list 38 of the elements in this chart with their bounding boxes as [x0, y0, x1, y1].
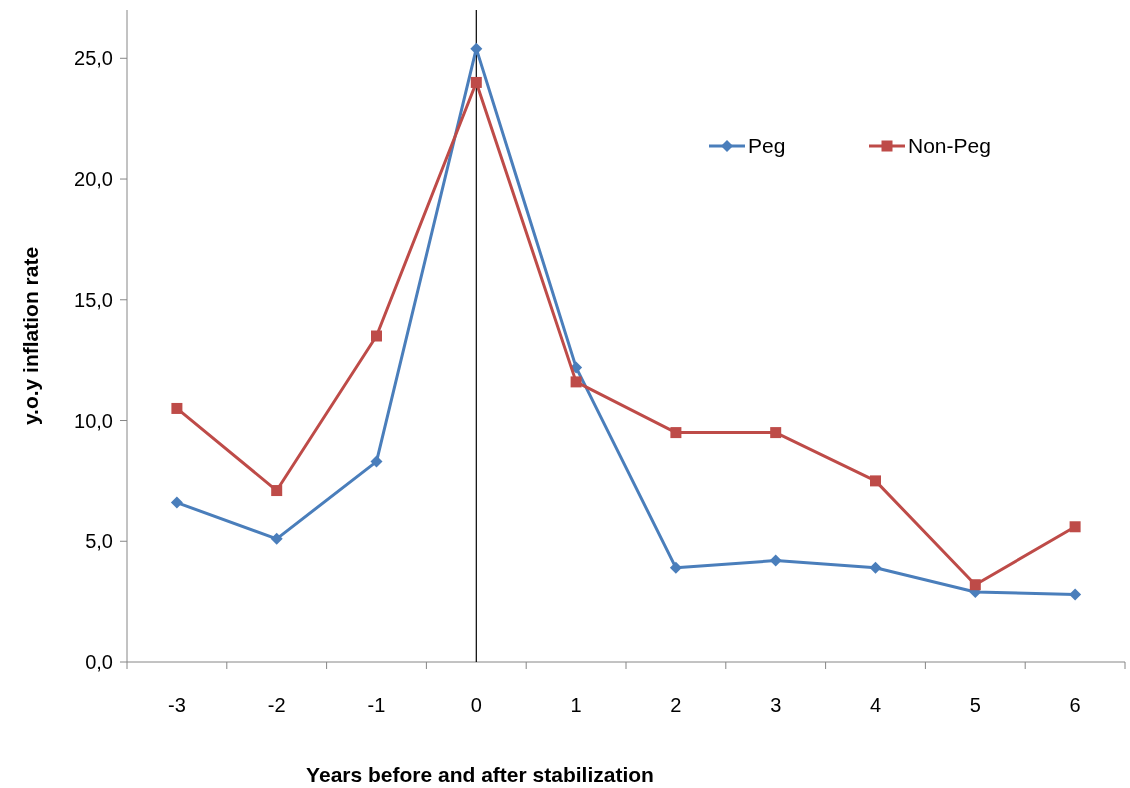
x-tick-label: 3 [770, 694, 782, 716]
y-axis-title: y.o.y inflation rate [19, 246, 42, 426]
x-tick-label: 1 [570, 694, 582, 716]
x-tick-label: 4 [869, 694, 882, 716]
point [870, 475, 881, 487]
y-tick-label: 5,0 [85, 530, 113, 553]
y-tick-label: 0,0 [85, 651, 113, 673]
point [669, 561, 682, 574]
legend-label: Peg [748, 134, 786, 158]
x-tick-label: 6 [1069, 694, 1081, 716]
point [869, 561, 882, 574]
point [670, 427, 682, 439]
point [371, 330, 382, 342]
point [171, 402, 183, 414]
point [770, 427, 782, 439]
legend-label: Non-Peg [908, 134, 991, 158]
point [1069, 588, 1082, 601]
point [769, 554, 782, 567]
point [470, 42, 483, 55]
y-tick-label: 10,0 [74, 409, 113, 432]
point [270, 532, 283, 545]
x-tick-label: 0 [470, 694, 482, 716]
point [570, 376, 582, 388]
point [271, 485, 283, 497]
y-tick-label: 20,0 [74, 168, 113, 191]
x-tick-label: -1 [367, 694, 386, 716]
x-tick-label: 5 [969, 694, 981, 716]
x-tick-label: -2 [267, 694, 286, 716]
point [969, 579, 981, 591]
x-tick-label: 2 [670, 694, 682, 716]
point [470, 76, 482, 88]
y-tick-label: 25,0 [74, 47, 113, 70]
point [370, 455, 383, 468]
y-tick-label: 15,0 [74, 288, 113, 311]
point [170, 496, 183, 509]
x-axis-title: Years before and after stabilization [306, 763, 654, 786]
point [1069, 521, 1081, 533]
x-tick-label: -3 [168, 694, 186, 716]
